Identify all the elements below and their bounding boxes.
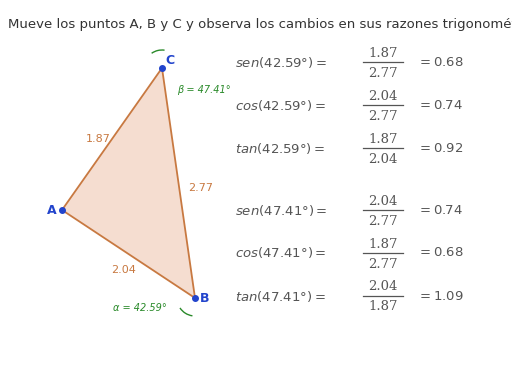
Text: Mueve los puntos A, B y C y observa los cambios en sus razones trigonométricas.: Mueve los puntos A, B y C y observa los … — [8, 18, 512, 31]
Text: $\mathit{cos}(42.59°) =$: $\mathit{cos}(42.59°) =$ — [235, 98, 326, 112]
Text: 1.87: 1.87 — [86, 134, 111, 144]
Text: 1.87: 1.87 — [368, 133, 398, 145]
Text: α = 42.59°: α = 42.59° — [113, 303, 167, 313]
Text: B: B — [200, 291, 210, 305]
Text: $= 0.74$: $= 0.74$ — [417, 203, 463, 217]
Text: C: C — [165, 54, 175, 67]
Text: 2.04: 2.04 — [368, 194, 398, 207]
Text: $\mathit{cos}(47.41°) =$: $\mathit{cos}(47.41°) =$ — [235, 245, 326, 261]
Text: 2.04: 2.04 — [368, 280, 398, 293]
Text: 2.77: 2.77 — [188, 183, 213, 193]
Text: $= 0.92$: $= 0.92$ — [417, 142, 463, 154]
Text: $\mathit{tan}(47.41°) =$: $\mathit{tan}(47.41°) =$ — [235, 289, 326, 303]
Text: 1.87: 1.87 — [368, 238, 398, 251]
Text: 1.87: 1.87 — [368, 47, 398, 60]
Text: A: A — [47, 203, 57, 217]
Text: 2.04: 2.04 — [111, 265, 136, 275]
Text: 2.77: 2.77 — [368, 109, 398, 123]
Text: $\mathit{sen}(42.59°) =$: $\mathit{sen}(42.59°) =$ — [235, 54, 327, 70]
Text: $\mathit{tan}(42.59°) =$: $\mathit{tan}(42.59°) =$ — [235, 140, 325, 156]
Text: $= 1.09$: $= 1.09$ — [417, 289, 464, 303]
Text: β = 47.41°: β = 47.41° — [177, 85, 231, 95]
Polygon shape — [62, 68, 195, 298]
Text: 1.87: 1.87 — [368, 300, 398, 314]
Text: $\mathit{sen}(47.41°) =$: $\mathit{sen}(47.41°) =$ — [235, 203, 328, 217]
Text: $= 0.68$: $= 0.68$ — [417, 247, 464, 259]
Text: 2.04: 2.04 — [368, 152, 398, 165]
Text: 2.77: 2.77 — [368, 67, 398, 79]
Text: $= 0.68$: $= 0.68$ — [417, 56, 464, 68]
Text: 2.77: 2.77 — [368, 258, 398, 270]
Text: 2.04: 2.04 — [368, 89, 398, 102]
Text: 2.77: 2.77 — [368, 214, 398, 228]
Text: $= 0.74$: $= 0.74$ — [417, 98, 463, 112]
